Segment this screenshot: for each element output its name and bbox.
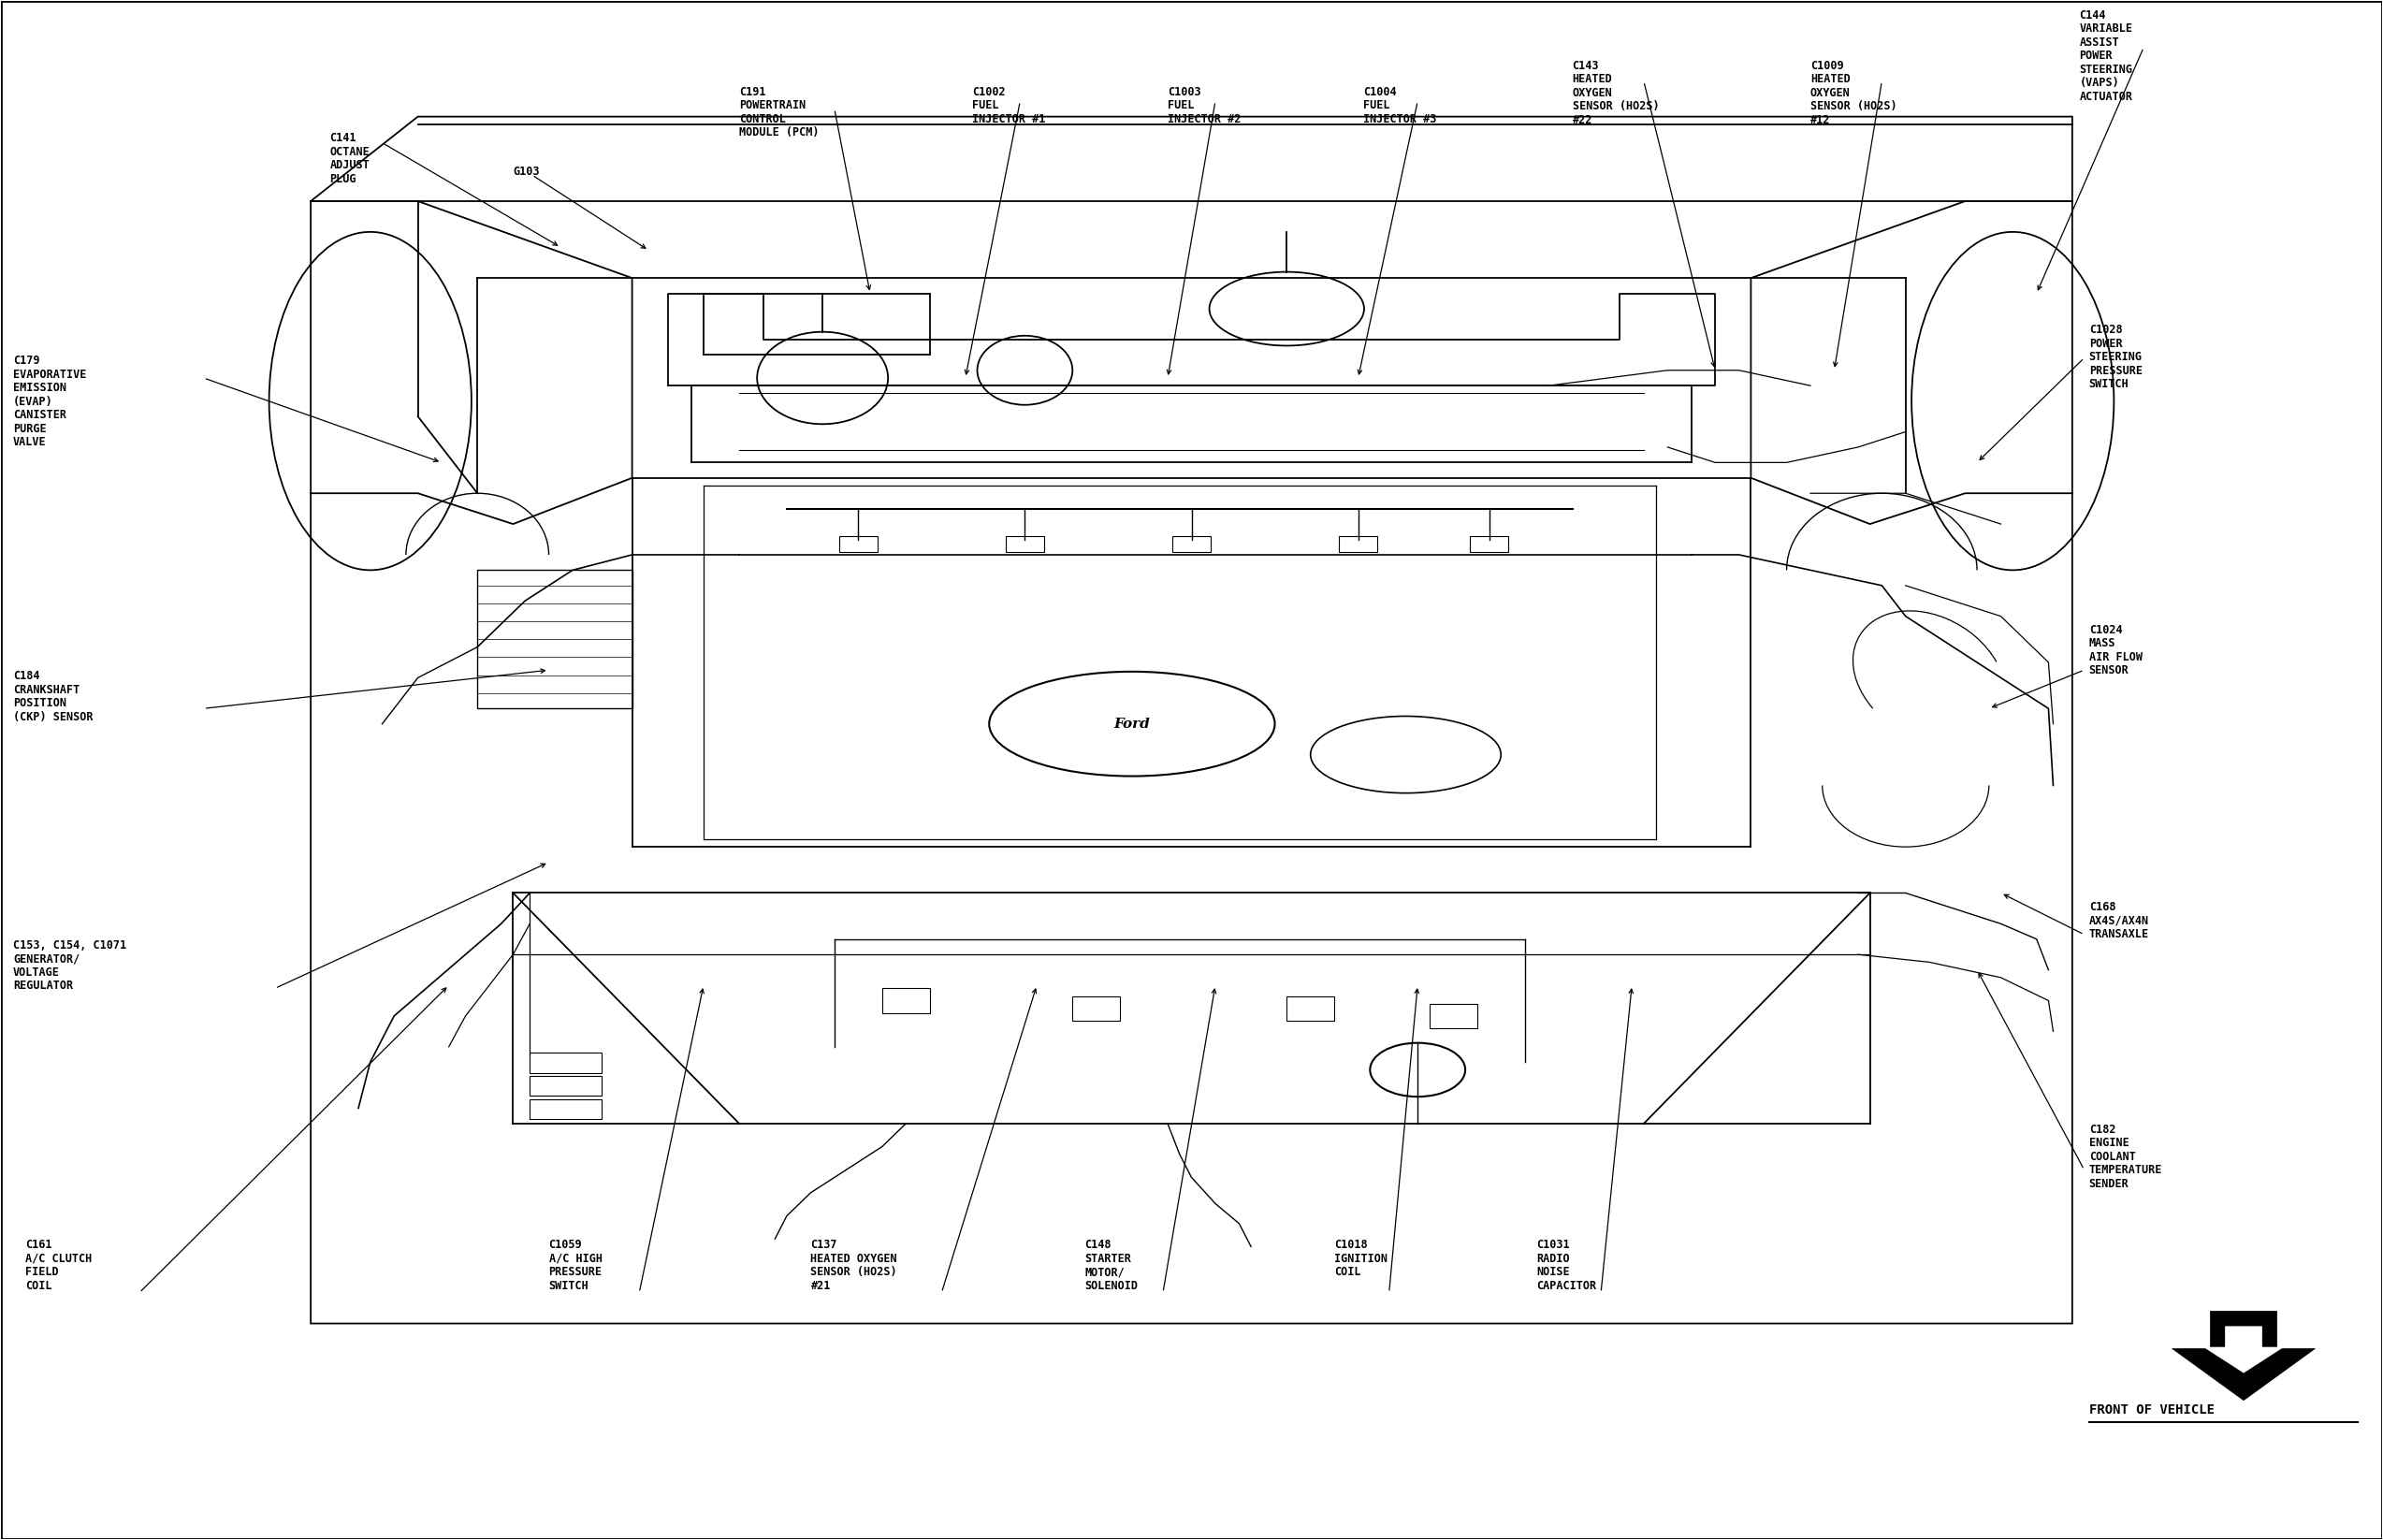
Text: C1004
FUEL
INJECTOR #3: C1004 FUEL INJECTOR #3 — [1363, 86, 1437, 125]
Text: C161
A/C CLUTCH
FIELD
COIL: C161 A/C CLUTCH FIELD COIL — [26, 1238, 93, 1292]
Bar — [1430, 1004, 1477, 1029]
Polygon shape — [2173, 1311, 2314, 1400]
Text: FRONT OF VEHICLE: FRONT OF VEHICLE — [2090, 1403, 2214, 1417]
Bar — [1072, 996, 1120, 1021]
Bar — [882, 989, 929, 1013]
Ellipse shape — [1311, 716, 1501, 793]
Text: C184
CRANKSHAFT
POSITION
(CKP) SENSOR: C184 CRANKSHAFT POSITION (CKP) SENSOR — [14, 670, 93, 722]
Bar — [1339, 536, 1377, 551]
Bar — [1470, 536, 1508, 551]
Bar — [1006, 536, 1044, 551]
Text: C179
EVAPORATIVE
EMISSION
(EVAP)
CANISTER
PURGE
VALVE: C179 EVAPORATIVE EMISSION (EVAP) CANISTE… — [14, 354, 86, 448]
Bar — [529, 1100, 601, 1120]
Text: C141
OCTANE
ADJUST
PLUG: C141 OCTANE ADJUST PLUG — [329, 132, 369, 185]
Polygon shape — [2204, 1326, 2283, 1372]
Text: C148
STARTER
MOTOR/
SOLENOID: C148 STARTER MOTOR/ SOLENOID — [1084, 1238, 1137, 1292]
Text: C1003
FUEL
INJECTOR #2: C1003 FUEL INJECTOR #2 — [1168, 86, 1242, 125]
Text: C144
VARIABLE
ASSIST
POWER
STEERING
(VAPS)
ACTUATOR: C144 VARIABLE ASSIST POWER STEERING (VAP… — [2080, 9, 2133, 103]
Text: C137
HEATED OXYGEN
SENSOR (HO2S)
#21: C137 HEATED OXYGEN SENSOR (HO2S) #21 — [810, 1238, 898, 1292]
Text: C153, C154, C1071
GENERATOR/
VOLTAGE
REGULATOR: C153, C154, C1071 GENERATOR/ VOLTAGE REG… — [14, 939, 126, 992]
Text: G103: G103 — [512, 166, 541, 179]
Bar — [529, 1053, 601, 1073]
Bar — [529, 1076, 601, 1096]
Text: C182
ENGINE
COOLANT
TEMPERATURE
SENDER: C182 ENGINE COOLANT TEMPERATURE SENDER — [2090, 1124, 2161, 1190]
Bar — [477, 570, 631, 708]
Text: C191
POWERTRAIN
CONTROL
MODULE (PCM): C191 POWERTRAIN CONTROL MODULE (PCM) — [739, 86, 820, 139]
Text: C1031
RADIO
NOISE
CAPACITOR: C1031 RADIO NOISE CAPACITOR — [1537, 1238, 1597, 1292]
Text: C1028
POWER
STEERING
PRESSURE
SWITCH: C1028 POWER STEERING PRESSURE SWITCH — [2090, 323, 2142, 391]
Text: C168
AX4S/AX4N
TRANSAXLE: C168 AX4S/AX4N TRANSAXLE — [2090, 901, 2149, 939]
Text: C1024
MASS
AIR FLOW
SENSOR: C1024 MASS AIR FLOW SENSOR — [2090, 624, 2142, 676]
Bar — [1172, 536, 1211, 551]
Ellipse shape — [989, 671, 1275, 776]
Text: C1002
FUEL
INJECTOR #1: C1002 FUEL INJECTOR #1 — [972, 86, 1046, 125]
Text: C1059
A/C HIGH
PRESSURE
SWITCH: C1059 A/C HIGH PRESSURE SWITCH — [548, 1238, 603, 1292]
Text: C1009
HEATED
OXYGEN
SENSOR (HO2S)
#12: C1009 HEATED OXYGEN SENSOR (HO2S) #12 — [1811, 60, 1897, 126]
Text: C143
HEATED
OXYGEN
SENSOR (HO2S)
#22: C143 HEATED OXYGEN SENSOR (HO2S) #22 — [1573, 60, 1659, 126]
Bar — [1287, 996, 1334, 1021]
Text: Ford: Ford — [1113, 718, 1151, 730]
Text: C1018
IGNITION
COIL: C1018 IGNITION COIL — [1334, 1238, 1387, 1278]
Bar — [839, 536, 877, 551]
